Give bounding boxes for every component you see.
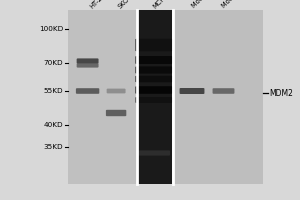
FancyBboxPatch shape	[136, 97, 172, 103]
Text: MCF7: MCF7	[152, 0, 169, 9]
FancyBboxPatch shape	[77, 63, 98, 68]
Text: SKOV3: SKOV3	[117, 0, 136, 9]
FancyBboxPatch shape	[136, 39, 172, 51]
FancyBboxPatch shape	[106, 110, 126, 116]
FancyBboxPatch shape	[76, 88, 99, 94]
FancyBboxPatch shape	[138, 150, 170, 156]
Text: Mouse thymus: Mouse thymus	[190, 0, 229, 9]
FancyBboxPatch shape	[179, 88, 205, 94]
Text: 100KD: 100KD	[39, 26, 63, 32]
FancyBboxPatch shape	[136, 76, 172, 82]
Text: Mouse lung: Mouse lung	[220, 0, 252, 9]
FancyBboxPatch shape	[136, 56, 172, 64]
Text: HT-29: HT-29	[88, 0, 106, 9]
FancyBboxPatch shape	[77, 58, 98, 64]
FancyBboxPatch shape	[213, 88, 235, 94]
Text: 70KD: 70KD	[44, 60, 63, 66]
Text: 55KD: 55KD	[44, 88, 63, 94]
FancyBboxPatch shape	[136, 86, 172, 94]
Text: 40KD: 40KD	[44, 122, 63, 128]
FancyBboxPatch shape	[107, 89, 126, 93]
Bar	[136, 10, 172, 184]
FancyBboxPatch shape	[136, 66, 172, 74]
Bar	[68, 10, 136, 184]
Text: 35KD: 35KD	[44, 144, 63, 150]
Text: MDM2: MDM2	[269, 88, 293, 98]
Bar	[172, 10, 262, 184]
